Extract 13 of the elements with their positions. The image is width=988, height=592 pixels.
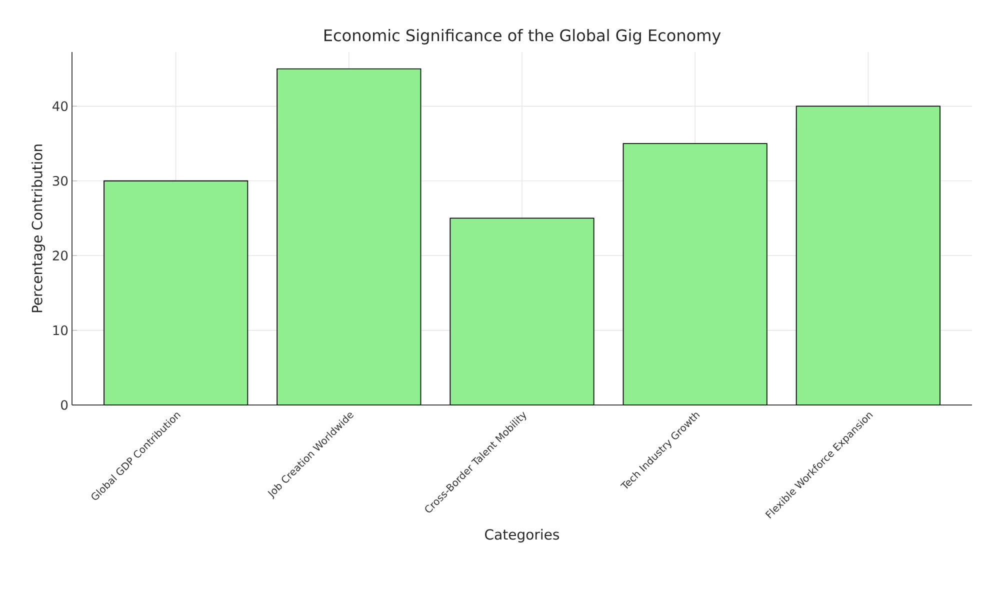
bar [450, 218, 594, 405]
y-tick-label: 30 [52, 176, 68, 186]
bar [276, 68, 422, 405]
bar [622, 143, 768, 405]
chart-title: Economic Significance of the Global Gig Economy [324, 28, 721, 44]
x-axis-title: Categories [485, 528, 560, 542]
bar [104, 180, 248, 405]
y-tick-label: 20 [52, 250, 68, 261]
bar [796, 106, 940, 405]
y-tick-label: 10 [53, 325, 68, 336]
y-axis-title: Percentage Contribution [32, 144, 46, 312]
y-tick-label: 0 [61, 400, 68, 410]
y-tick-label: 40 [52, 101, 68, 112]
